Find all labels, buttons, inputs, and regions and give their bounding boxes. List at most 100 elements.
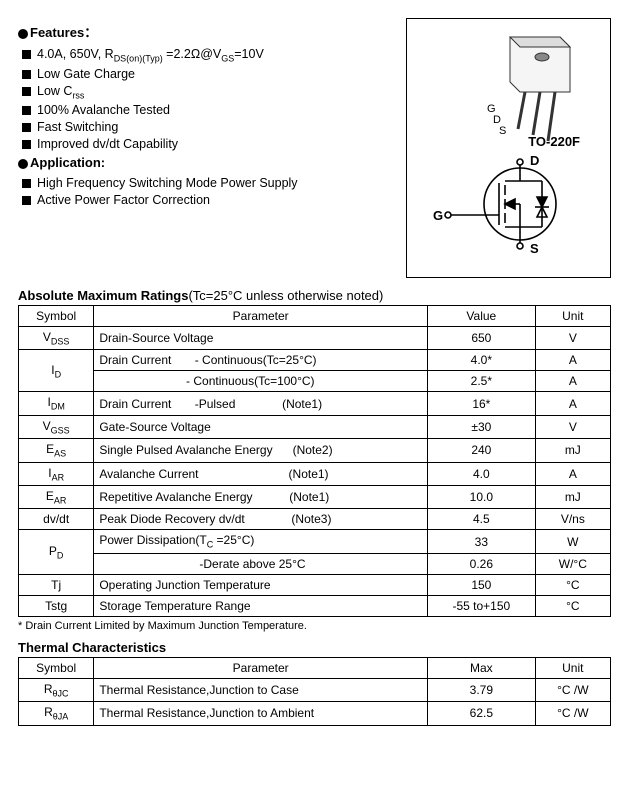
symbol-cell: VGSS (19, 415, 94, 438)
unit-cell: W (535, 530, 610, 553)
list-item: Low Gate Charge (22, 67, 396, 81)
unit-cell: V/ns (535, 509, 610, 530)
symbol-cell: RθJA (19, 702, 94, 725)
mosfet-symbol: D S G (415, 149, 603, 259)
thermal-title: Thermal Characteristics (18, 640, 611, 655)
abs-max-table: SymbolParameterValueUnitVDSSDrain-Source… (18, 305, 611, 617)
unit-cell: A (535, 462, 610, 485)
parameter-cell: Single Pulsed Avalanche Energy (Note2) (94, 439, 428, 462)
table-header: Symbol (19, 657, 94, 678)
unit-cell: mJ (535, 485, 610, 508)
abs-max-footnote: * Drain Current Limited by Maximum Junct… (18, 620, 611, 632)
list-item: Low Crss (22, 84, 396, 101)
unit-cell: mJ (535, 439, 610, 462)
parameter-cell: Operating Junction Temperature (94, 574, 428, 595)
thermal-table: SymbolParameterMaxUnitRθJCThermal Resist… (18, 657, 611, 726)
table-row: RθJAThermal Resistance,Junction to Ambie… (19, 702, 611, 725)
table-row: -Derate above 25°C0.26W/°C (19, 553, 611, 574)
abs-max-title-text: Absolute Maximum Ratings (18, 288, 188, 303)
features-list: 4.0A, 650V, RDS(on)(Typ) =2.2Ω@VGS=10V Lo… (18, 47, 396, 151)
table-row: EASSingle Pulsed Avalanche Energy (Note2… (19, 439, 611, 462)
pin-s-label: S (499, 125, 506, 137)
unit-cell: A (535, 350, 610, 371)
list-item: High Frequency Switching Mode Power Supp… (22, 176, 396, 190)
list-item: Active Power Factor Correction (22, 193, 396, 207)
value-cell: 4.0 (428, 462, 536, 485)
application-list: High Frequency Switching Mode Power Supp… (18, 176, 396, 207)
symbol-cell: Tj (19, 574, 94, 595)
table-row: TjOperating Junction Temperature150°C (19, 574, 611, 595)
parameter-cell: Avalanche Current (Note1) (94, 462, 428, 485)
features-applications-column: Features： 4.0A, 650V, RDS(on)(Typ) =2.2Ω… (18, 18, 406, 278)
table-header: Symbol (19, 306, 94, 327)
unit-cell: °C /W (535, 678, 610, 701)
symbol-cell: ID (19, 350, 94, 392)
value-cell: 16* (428, 392, 536, 415)
table-header: Parameter (94, 306, 428, 327)
list-item: Improved dv/dt Capability (22, 137, 396, 151)
table-row: - Continuous(Tc=100°C)2.5*A (19, 371, 611, 392)
symbol-cell: VDSS (19, 327, 94, 350)
svg-text:G: G (433, 208, 443, 223)
symbol-cell: IAR (19, 462, 94, 485)
unit-cell: V (535, 327, 610, 350)
abs-max-title: Absolute Maximum Ratings(Tc=25°C unless … (18, 288, 611, 303)
unit-cell: V (535, 415, 610, 438)
table-header: Max (428, 657, 536, 678)
value-cell: 62.5 (428, 702, 536, 725)
value-cell: 10.0 (428, 485, 536, 508)
table-row: VDSSDrain-Source Voltage650V (19, 327, 611, 350)
application-heading-text: Application: (30, 155, 105, 170)
table-row: dv/dtPeak Diode Recovery dv/dt (Note3)4.… (19, 509, 611, 530)
value-cell: 650 (428, 327, 536, 350)
parameter-cell: Repetitive Avalanche Energy (Note1) (94, 485, 428, 508)
table-row: IDDrain Current - Continuous(Tc=25°C)4.0… (19, 350, 611, 371)
symbol-cell: Tstg (19, 595, 94, 616)
top-section: Features： 4.0A, 650V, RDS(on)(Typ) =2.2Ω… (18, 18, 611, 278)
value-cell: 4.0* (428, 350, 536, 371)
value-cell: 33 (428, 530, 536, 553)
parameter-cell: Peak Diode Recovery dv/dt (Note3) (94, 509, 428, 530)
parameter-cell: Gate-Source Voltage (94, 415, 428, 438)
table-header: Unit (535, 657, 610, 678)
table-row: EARRepetitive Avalanche Energy (Note1)10… (19, 485, 611, 508)
value-cell: 0.26 (428, 553, 536, 574)
symbol-cell: dv/dt (19, 509, 94, 530)
features-heading-text: Features： (30, 25, 97, 40)
list-item: Fast Switching (22, 120, 396, 134)
table-row: TstgStorage Temperature Range-55 to+150°… (19, 595, 611, 616)
parameter-cell: Storage Temperature Range (94, 595, 428, 616)
list-item: 4.0A, 650V, RDS(on)(Typ) =2.2Ω@VGS=10V (22, 47, 396, 64)
table-header: Parameter (94, 657, 428, 678)
parameter-cell: Drain Current - Continuous(Tc=25°C) (94, 350, 428, 371)
list-item: 100% Avalanche Tested (22, 103, 396, 117)
unit-cell: °C (535, 595, 610, 616)
value-cell: 150 (428, 574, 536, 595)
package-drawing: G D S (415, 27, 603, 147)
table-header: Value (428, 306, 536, 327)
value-cell: -55 to+150 (428, 595, 536, 616)
package-diagram-box: G D S TO-220F D S (406, 18, 611, 278)
table-row: RθJCThermal Resistance,Junction to Case3… (19, 678, 611, 701)
table-row: IDMDrain Current -Pulsed (Note1)16*A (19, 392, 611, 415)
unit-cell: W/°C (535, 553, 610, 574)
unit-cell: °C /W (535, 702, 610, 725)
parameter-cell: Thermal Resistance,Junction to Ambient (94, 702, 428, 725)
symbol-cell: RθJC (19, 678, 94, 701)
value-cell: 3.79 (428, 678, 536, 701)
application-heading: Application: (18, 155, 396, 170)
parameter-cell: -Derate above 25°C (94, 553, 428, 574)
symbol-cell: IDM (19, 392, 94, 415)
parameter-cell: Thermal Resistance,Junction to Case (94, 678, 428, 701)
parameter-cell: Drain-Source Voltage (94, 327, 428, 350)
parameter-cell: - Continuous(Tc=100°C) (94, 371, 428, 392)
value-cell: ±30 (428, 415, 536, 438)
svg-text:S: S (530, 241, 539, 256)
parameter-cell: Power Dissipation(TC =25°C) (94, 530, 428, 553)
table-header: Unit (535, 306, 610, 327)
abs-max-title-note: (Tc=25°C unless otherwise noted) (188, 288, 383, 303)
symbol-cell: EAS (19, 439, 94, 462)
value-cell: 240 (428, 439, 536, 462)
symbol-cell: EAR (19, 485, 94, 508)
unit-cell: A (535, 392, 610, 415)
